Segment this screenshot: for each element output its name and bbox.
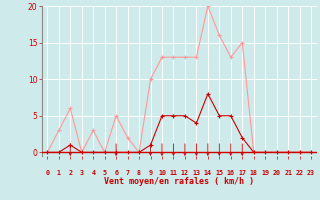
X-axis label: Vent moyen/en rafales ( km/h ): Vent moyen/en rafales ( km/h ) xyxy=(104,177,254,186)
